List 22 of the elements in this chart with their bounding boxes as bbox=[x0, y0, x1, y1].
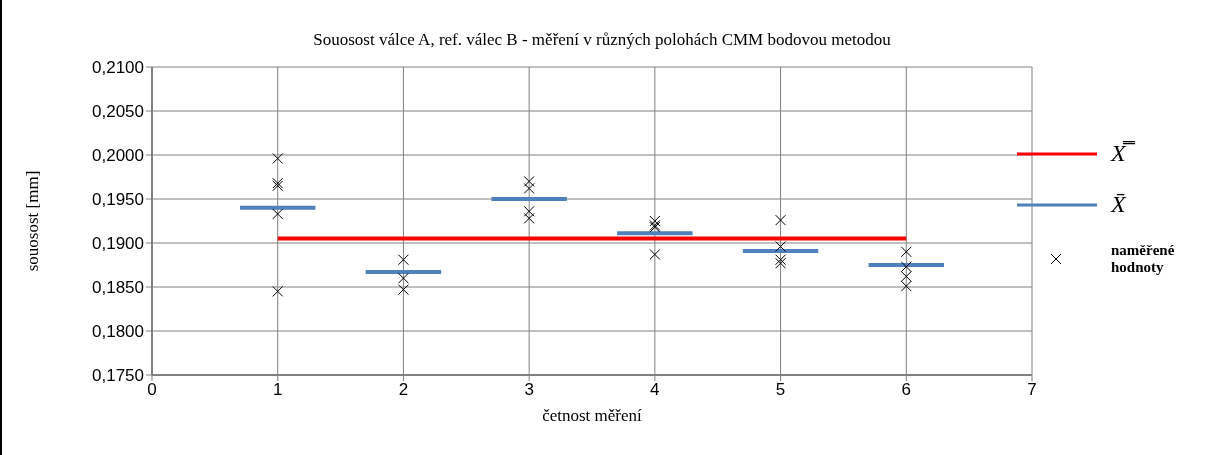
y-tick-label: 0,2100 bbox=[92, 58, 144, 78]
x-tick-label: 7 bbox=[1027, 380, 1037, 400]
y-tick-label: 0,1950 bbox=[92, 190, 144, 210]
y-axis-title: souosost [mm] bbox=[23, 170, 43, 272]
y-tick-label: 0,2000 bbox=[92, 146, 144, 166]
x-tick-label: 0 bbox=[147, 380, 157, 400]
legend-label: X̿ bbox=[1111, 140, 1136, 167]
x-tick-label: 5 bbox=[775, 380, 786, 400]
y-tick-label: 0,1900 bbox=[92, 234, 144, 254]
x-tick-label: 2 bbox=[398, 380, 409, 400]
y-tick-label: 0,1800 bbox=[92, 322, 144, 342]
x-axis-title: četnost měření bbox=[542, 406, 643, 426]
chart-title: Souosost válce A, ref. válec B - měření v různých polohách CMM bodovou metodou bbox=[312, 30, 892, 50]
y-tick-label: 0,1850 bbox=[92, 278, 144, 298]
x-tick-label: 3 bbox=[524, 380, 534, 400]
legend-label: X̄ bbox=[1111, 191, 1128, 218]
y-tick-label: 0,2050 bbox=[92, 102, 144, 122]
text: naměřené hodnoty bbox=[1111, 242, 1176, 276]
x-tick-label: 4 bbox=[650, 380, 660, 400]
y-tick-label: 0,1750 bbox=[92, 366, 144, 386]
x-tick-label: 6 bbox=[901, 380, 912, 400]
x-tick-label: 1 bbox=[272, 380, 283, 400]
